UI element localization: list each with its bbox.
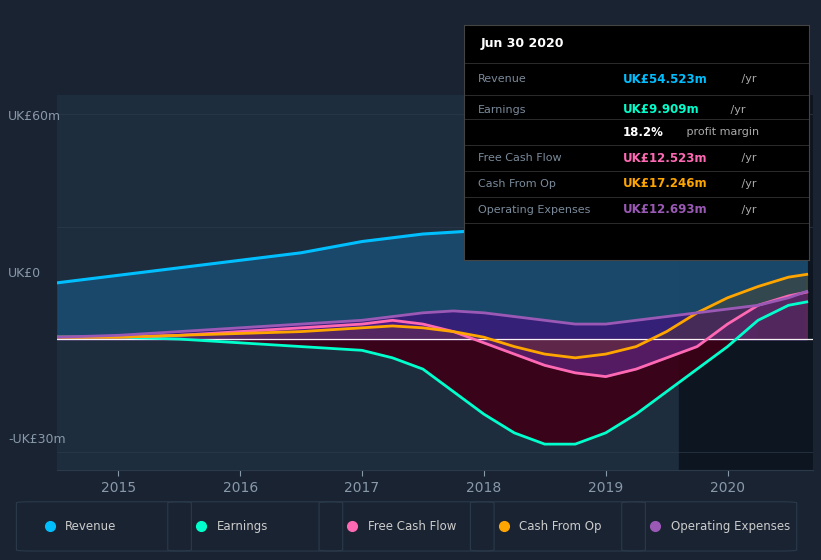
Text: Cash From Op: Cash From Op bbox=[478, 179, 556, 189]
Text: /yr: /yr bbox=[738, 179, 756, 189]
Text: /yr: /yr bbox=[738, 153, 756, 163]
Text: UK£17.246m: UK£17.246m bbox=[622, 178, 707, 190]
Text: -UK£30m: -UK£30m bbox=[8, 433, 66, 446]
Text: Revenue: Revenue bbox=[66, 520, 117, 533]
Text: Operating Expenses: Operating Expenses bbox=[671, 520, 790, 533]
Text: Cash From Op: Cash From Op bbox=[519, 520, 602, 533]
Text: /yr: /yr bbox=[738, 205, 756, 215]
Text: 18.2%: 18.2% bbox=[622, 125, 663, 139]
Text: UK£0: UK£0 bbox=[8, 267, 42, 280]
Text: UK£60m: UK£60m bbox=[8, 110, 62, 123]
Text: /yr: /yr bbox=[727, 105, 745, 115]
Text: /yr: /yr bbox=[738, 74, 756, 85]
Text: Free Cash Flow: Free Cash Flow bbox=[368, 520, 456, 533]
Text: Free Cash Flow: Free Cash Flow bbox=[478, 153, 562, 163]
Text: UK£9.909m: UK£9.909m bbox=[622, 104, 699, 116]
Text: UK£12.693m: UK£12.693m bbox=[622, 203, 707, 216]
Text: UK£12.523m: UK£12.523m bbox=[622, 152, 707, 165]
Text: Earnings: Earnings bbox=[217, 520, 268, 533]
Text: UK£54.523m: UK£54.523m bbox=[622, 73, 707, 86]
Text: Jun 30 2020: Jun 30 2020 bbox=[481, 37, 565, 50]
Text: Revenue: Revenue bbox=[478, 74, 526, 85]
Text: profit margin: profit margin bbox=[683, 127, 759, 137]
Bar bbox=[679, 95, 819, 470]
Text: Operating Expenses: Operating Expenses bbox=[478, 205, 590, 215]
Text: Earnings: Earnings bbox=[478, 105, 526, 115]
